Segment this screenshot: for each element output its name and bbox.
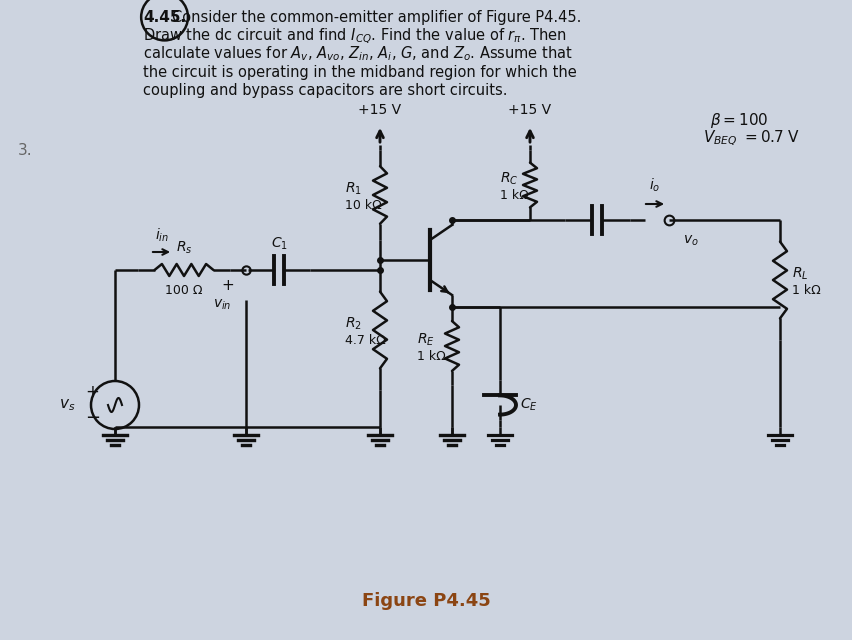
- Text: 1 kΩ: 1 kΩ: [499, 189, 528, 202]
- Text: 4.7 kΩ: 4.7 kΩ: [344, 333, 385, 346]
- Text: 4.45.: 4.45.: [143, 10, 186, 24]
- Text: −: −: [85, 409, 100, 427]
- Text: Consider the common-emitter amplifier of Figure P4.45.: Consider the common-emitter amplifier of…: [172, 10, 581, 24]
- Text: $C_1$: $C_1$: [270, 236, 287, 252]
- Text: 10 kΩ: 10 kΩ: [344, 198, 382, 211]
- Text: $R_2$: $R_2$: [344, 316, 361, 332]
- Text: 1 kΩ: 1 kΩ: [417, 349, 446, 362]
- Text: $v_s$: $v_s$: [59, 397, 75, 413]
- Text: +: +: [85, 383, 99, 401]
- Text: $R_L$: $R_L$: [791, 266, 808, 282]
- Text: $R_E$: $R_E$: [417, 332, 435, 348]
- Text: $V_{BEQ}\ =0.7$ V: $V_{BEQ}\ =0.7$ V: [702, 129, 799, 148]
- Text: $R_C$: $R_C$: [499, 171, 518, 187]
- Text: $C_E$: $C_E$: [520, 397, 538, 413]
- Text: $v_{in}$: $v_{in}$: [212, 298, 231, 312]
- Text: $\beta = 100$: $\beta = 100$: [709, 111, 768, 129]
- Text: +15 V: +15 V: [358, 103, 401, 117]
- Text: $i_{in}$: $i_{in}$: [155, 227, 169, 244]
- Text: $R_s$: $R_s$: [176, 239, 192, 256]
- Text: $v_o$: $v_o$: [682, 234, 698, 248]
- Text: Draw the dc circuit and find $I_{CQ}$. Find the value of $r_{\pi}$. Then: Draw the dc circuit and find $I_{CQ}$. F…: [143, 26, 567, 45]
- Text: +: +: [222, 278, 234, 293]
- Text: 1 kΩ: 1 kΩ: [791, 284, 820, 296]
- Text: $i_o$: $i_o$: [648, 177, 660, 194]
- Text: $R_1$: $R_1$: [344, 181, 361, 197]
- Text: the circuit is operating in the midband region for which the: the circuit is operating in the midband …: [143, 65, 576, 79]
- Text: 3.: 3.: [18, 143, 32, 157]
- Text: Figure P4.45: Figure P4.45: [361, 592, 490, 610]
- Text: calculate values for $A_v$, $A_{vo}$, $Z_{in}$, $A_i$, $G$, and $Z_o$. Assume th: calculate values for $A_v$, $A_{vo}$, $Z…: [143, 45, 573, 63]
- Text: +15 V: +15 V: [508, 103, 551, 117]
- Text: 100 Ω: 100 Ω: [165, 284, 203, 297]
- Text: coupling and bypass capacitors are short circuits.: coupling and bypass capacitors are short…: [143, 83, 507, 97]
